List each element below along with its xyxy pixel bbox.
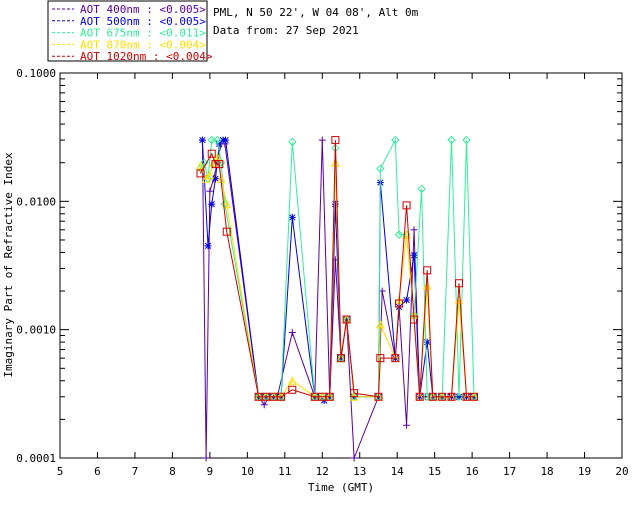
data-point-500nm	[208, 200, 216, 208]
x-tick-label: 14	[391, 465, 405, 478]
data-point-1020nm	[410, 315, 419, 324]
data-point-1020nm	[376, 354, 385, 363]
data-point-870nm	[222, 199, 232, 209]
x-tick-label: 17	[503, 465, 516, 478]
data-point-870nm	[196, 160, 205, 170]
x-tick-label: 15	[428, 465, 441, 478]
data-point-400nm	[206, 187, 214, 195]
data-point-1020nm	[196, 169, 205, 178]
data-point-1020nm	[325, 392, 334, 401]
x-tick-label: 9	[207, 465, 214, 478]
data-point-1020nm	[395, 299, 404, 308]
data-point-1020nm	[402, 201, 411, 210]
legend-label: AOT 500nm : <0.005>	[80, 15, 206, 28]
data-point-1020nm	[415, 392, 424, 401]
data-point-1020nm	[374, 392, 383, 401]
x-tick-label: 19	[578, 465, 591, 478]
data-point-500nm	[204, 242, 212, 250]
series-1020nm	[196, 136, 479, 401]
legend: AOT 400nm : <0.005>AOT 500nm : <0.005>AO…	[52, 3, 213, 63]
data-point-870nm	[422, 281, 432, 290]
series-400nm	[198, 136, 476, 462]
data-point-400nm	[288, 329, 296, 337]
data-point-1020nm	[215, 160, 224, 169]
data-point-1020nm	[455, 279, 464, 288]
y-tick-label: 0.0010	[16, 324, 56, 337]
x-axis-label: Time (GMT)	[308, 481, 374, 494]
data-point-1020nm	[438, 392, 447, 401]
x-tick-label: 18	[540, 465, 553, 478]
y-tick-label: 0.1000	[16, 67, 56, 80]
data-point-870nm	[376, 319, 385, 329]
data-point-1020nm	[447, 392, 456, 401]
y-axis-label: Imaginary Part of Refractive Index	[2, 152, 15, 378]
legend-box	[47, 0, 208, 62]
data-point-500nm	[331, 200, 339, 208]
data-point-1020nm	[337, 354, 345, 363]
y-tick-label: 0.0100	[16, 195, 56, 208]
data-point-500nm	[288, 213, 296, 221]
data-point-675nm	[213, 135, 222, 145]
data-point-1020nm	[428, 392, 437, 401]
data-point-400nm	[403, 421, 411, 429]
data-point-1020nm	[277, 392, 286, 401]
data-point-400nm	[318, 136, 326, 144]
x-tick-label: 20	[615, 465, 628, 478]
plot-frame	[59, 72, 623, 459]
data-point-400nm	[350, 454, 358, 462]
legend-label: AOT 400nm : <0.005>	[80, 3, 206, 16]
data-point-870nm	[287, 376, 297, 385]
series-line-1020nm	[200, 140, 475, 398]
x-tick-label: 12	[316, 465, 329, 478]
axes: 5 6 7 8 9 10 11 12 13 14 15 16 17 18 19 20 0.0001 0.0010 0…	[16, 67, 628, 478]
data-point-500nm	[403, 296, 411, 304]
data-point-1020nm	[350, 389, 359, 398]
series-layer	[196, 135, 479, 462]
data-point-675nm	[454, 392, 464, 401]
x-tick-label: 13	[353, 465, 366, 478]
data-point-675nm	[394, 230, 404, 239]
data-point-870nm	[331, 158, 340, 167]
data-point-675nm	[391, 135, 400, 145]
legend-label: AOT 675nm : <0.011>	[80, 27, 206, 40]
data-point-500nm	[222, 136, 230, 144]
data-point-675nm	[288, 137, 297, 147]
data-point-1020nm	[288, 385, 297, 394]
data-point-675nm	[417, 184, 426, 194]
y-tick-label: 0.0001	[16, 452, 56, 465]
data-point-400nm	[410, 226, 418, 234]
data-point-400nm	[202, 454, 210, 462]
x-tick-label: 11	[278, 465, 291, 478]
x-tick-label: 6	[94, 465, 101, 478]
data-point-1020nm	[342, 315, 351, 324]
data-point-1020nm	[331, 136, 340, 145]
data-point-675nm	[376, 164, 385, 173]
x-tick-label: 8	[169, 465, 176, 478]
data-point-870nm	[205, 170, 215, 180]
series-870nm	[196, 152, 479, 401]
data-point-1020nm	[470, 392, 479, 401]
data-point-500nm	[410, 251, 418, 259]
data-point-870nm	[454, 295, 464, 305]
x-tick-label: 5	[57, 465, 64, 478]
data-point-500nm	[198, 136, 206, 144]
site-label: PML, N 50 22', W 04 08', Alt 0m	[213, 6, 419, 19]
legend-label: AOT 870nm : <0.004>	[80, 38, 206, 51]
legend-label: AOT 1020nm : <0.004>	[80, 50, 213, 63]
x-tick-label: 10	[241, 465, 254, 478]
x-tick-label: 16	[466, 465, 479, 478]
data-point-675nm	[462, 135, 471, 145]
data-point-400nm	[260, 401, 268, 409]
data-point-1020nm	[222, 227, 231, 236]
data-point-1020nm	[391, 354, 400, 363]
x-tick-label: 7	[132, 465, 139, 478]
data-point-1020nm	[423, 266, 432, 275]
data-point-675nm	[207, 135, 216, 145]
date-label: Data from: 27 Sep 2021	[213, 24, 359, 37]
data-point-1020nm	[207, 149, 216, 158]
data-point-675nm	[447, 135, 456, 145]
